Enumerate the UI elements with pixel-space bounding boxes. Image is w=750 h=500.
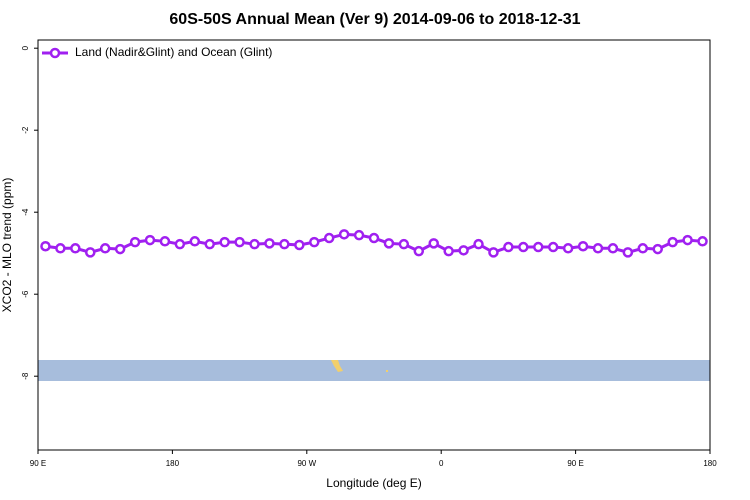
- x-tick-label: 90 W: [297, 459, 316, 468]
- data-point: [174, 238, 186, 250]
- data-point: [159, 236, 171, 247]
- data-point: [503, 241, 514, 253]
- land-patch: [331, 360, 343, 372]
- data-point: [309, 236, 320, 248]
- chart-title: 60S-50S Annual Mean (Ver 9) 2014-09-06 t…: [169, 11, 580, 28]
- data-point: [368, 232, 380, 244]
- data-point: [55, 243, 66, 254]
- data-point: [353, 229, 365, 241]
- latitude-band: [38, 360, 710, 381]
- data-point: [667, 236, 678, 248]
- y-tick-label: -2: [21, 126, 30, 134]
- y-axis-label: XCO2 - MLO trend (ppm): [0, 178, 14, 313]
- data-point: [338, 229, 350, 240]
- data-point: [562, 243, 574, 254]
- data-point: [99, 243, 111, 254]
- data-point: [279, 238, 290, 250]
- legend-marker: [49, 47, 61, 59]
- y-tick-label: -6: [21, 290, 30, 298]
- data-point: [114, 243, 126, 255]
- data-point: [697, 236, 708, 247]
- data-point: [637, 243, 649, 254]
- data-point: [383, 238, 395, 249]
- data-point: [518, 241, 529, 253]
- data-point: [533, 241, 544, 253]
- plot-frame: [37, 39, 711, 451]
- data-point: [294, 239, 305, 251]
- y-tick-label: -8: [21, 372, 30, 380]
- data-point: [129, 236, 141, 248]
- x-tick-label: 90 E: [30, 459, 46, 468]
- y-tick-label: -4: [21, 208, 30, 216]
- data-point: [577, 240, 589, 252]
- data-point: [204, 238, 215, 250]
- x-tick-label: 90 E: [567, 459, 583, 468]
- data-point: [234, 236, 245, 248]
- x-tick-label: 0: [439, 459, 444, 468]
- legend-label: Land (Nadir&Glint) and Ocean (Glint): [75, 45, 272, 59]
- data-point: [85, 247, 96, 258]
- data-point: [264, 238, 275, 249]
- data-point: [413, 245, 425, 257]
- data-point: [70, 243, 81, 254]
- data-point: [607, 243, 619, 254]
- x-tick-label: 180: [166, 459, 180, 468]
- data-point: [323, 232, 335, 244]
- data-point: [189, 236, 201, 247]
- data-point: [652, 243, 663, 255]
- data-point: [458, 245, 469, 256]
- data-point: [592, 243, 604, 254]
- data-point: [443, 245, 454, 257]
- data-point: [488, 247, 499, 258]
- x-tick-label: 180: [703, 459, 717, 468]
- data-point: [682, 234, 693, 246]
- data-point: [398, 238, 410, 250]
- data-point: [40, 240, 51, 252]
- data-point: [622, 247, 634, 258]
- data-point: [219, 236, 230, 248]
- data-point: [428, 238, 439, 249]
- land-patch: [386, 370, 388, 372]
- x-axis-label: Longitude (deg E): [326, 476, 421, 490]
- data-point: [473, 238, 484, 250]
- y-tick-label: 0: [21, 45, 30, 50]
- data-point: [547, 241, 559, 253]
- data-point: [249, 238, 260, 250]
- data-point: [144, 234, 156, 246]
